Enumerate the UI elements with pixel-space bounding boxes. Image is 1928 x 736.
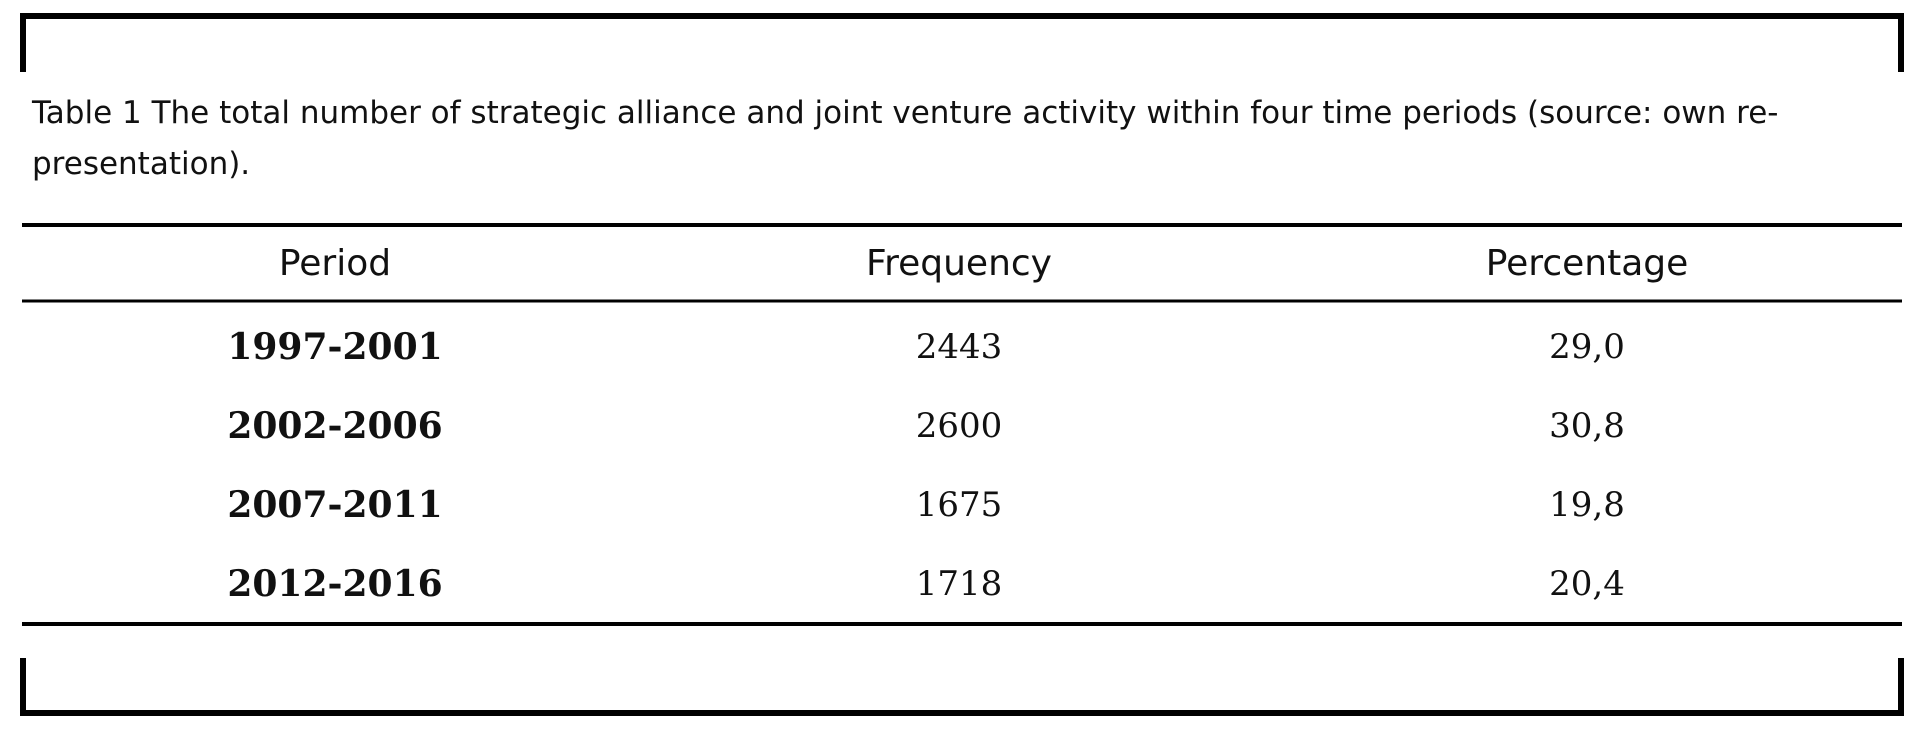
period-cell: 2007-2011 (227, 484, 443, 526)
value-cell: 2443 (915, 327, 1003, 367)
bottom-bracket (20, 658, 1904, 716)
period-cell: 2012-2016 (227, 563, 443, 605)
value-cell: 19,8 (1549, 485, 1625, 525)
caption-line: Table 1 The total number of strategic al… (32, 95, 1779, 131)
value-cell: 1675 (915, 485, 1003, 525)
period-cell: 2002-2006 (227, 405, 443, 447)
header-cell: Percentage (1485, 243, 1689, 284)
top-bracket (20, 13, 1904, 72)
header-cell: Period (278, 243, 392, 284)
value-cell: 29,0 (1549, 327, 1625, 367)
header-cell: Frequency (866, 243, 1052, 284)
value-cell: 2600 (915, 406, 1003, 446)
value-cell: 30,8 (1549, 406, 1625, 446)
value-cell: 20,4 (1549, 564, 1625, 604)
caption-line: presentation). (32, 146, 251, 182)
period-cell: 1997-2001 (227, 326, 443, 368)
value-cell: 1718 (915, 564, 1003, 604)
